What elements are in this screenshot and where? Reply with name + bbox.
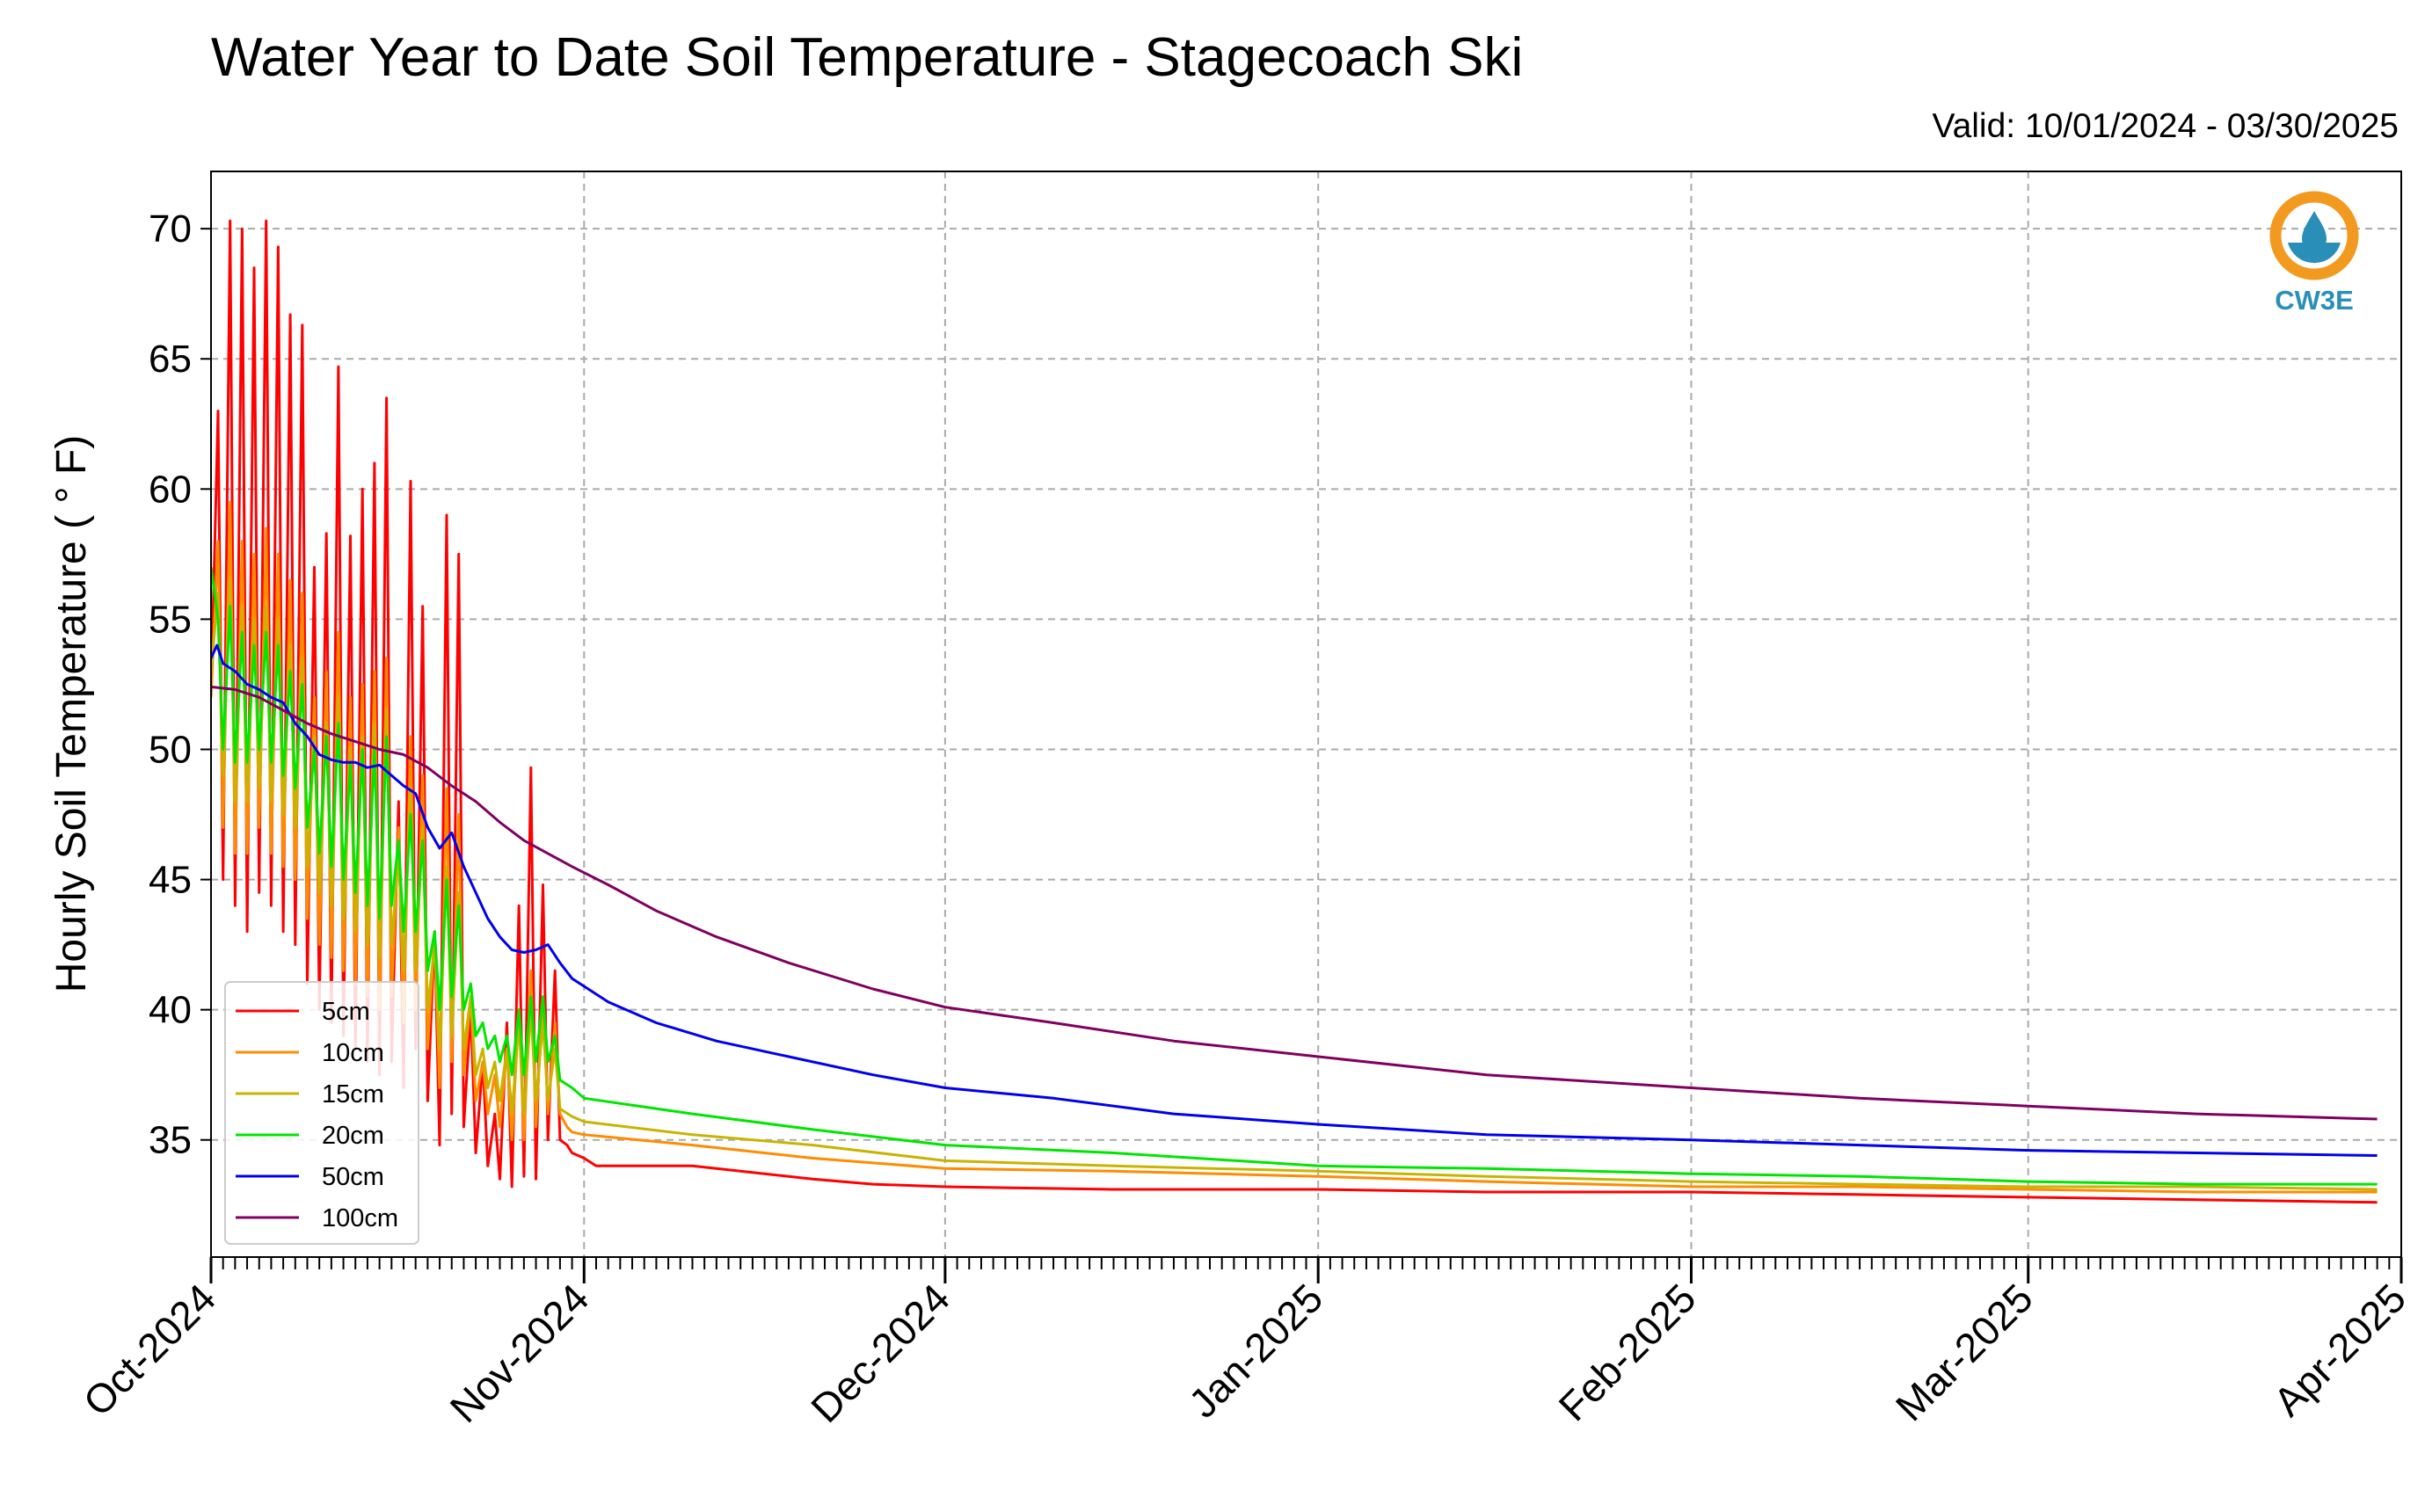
y-tick-labels: 35 40 45 50 55 60 65 70 bbox=[149, 207, 192, 1162]
legend-label: 20cm bbox=[322, 1122, 384, 1150]
y-tick-label: 50 bbox=[149, 728, 192, 771]
series-line-15cm bbox=[211, 578, 2378, 1191]
y-tick-label: 40 bbox=[149, 989, 192, 1032]
series-line-20cm bbox=[211, 566, 2378, 1186]
x-tick-label: Dec-2024 bbox=[802, 1275, 958, 1431]
axis-ticks bbox=[200, 228, 2403, 1283]
grid-lines bbox=[211, 171, 2401, 1257]
x-tick-labels: Oct-2024 Nov-2024 Dec-2024 Jan-2025 Feb-2025… bbox=[75, 1275, 2415, 1431]
y-tick-label: 35 bbox=[149, 1119, 192, 1162]
x-tick-label: Apr-2025 bbox=[2264, 1275, 2414, 1425]
chart-title: Water Year to Date Soil Temperature - St… bbox=[211, 27, 1524, 88]
chart-subtitle: Valid: 10/01/2024 - 03/30/2025 bbox=[1932, 107, 2399, 145]
plot-frame bbox=[210, 171, 2402, 1258]
y-axis-label: Hourly Soil Temperature ( ° F) bbox=[48, 435, 95, 993]
legend-label: 5cm bbox=[322, 998, 370, 1026]
series-line-10cm bbox=[211, 500, 2378, 1194]
legend-label: 10cm bbox=[322, 1039, 384, 1067]
logo-wave bbox=[2288, 243, 2341, 264]
legend-label: 15cm bbox=[322, 1080, 384, 1109]
y-tick-label: 55 bbox=[149, 598, 192, 641]
legend-label: 50cm bbox=[322, 1163, 384, 1191]
y-tick-label: 65 bbox=[149, 338, 192, 381]
series-line-50cm bbox=[211, 643, 2378, 1157]
logo-text: CW3E bbox=[2275, 285, 2354, 316]
series-lines bbox=[211, 219, 2378, 1204]
y-tick-label: 45 bbox=[149, 859, 192, 902]
cw3e-logo: CW3E bbox=[2269, 191, 2359, 316]
y-tick-label: 60 bbox=[149, 468, 192, 511]
water-drop-icon bbox=[2302, 211, 2327, 251]
legend-box bbox=[224, 981, 419, 1245]
logo-ring bbox=[2269, 191, 2359, 280]
x-tick-label: Feb-2025 bbox=[1550, 1275, 1705, 1429]
legend-items: 5cm 10cm 15cm 20cm 50cm 100cm bbox=[236, 998, 398, 1232]
x-tick-label: Nov-2024 bbox=[441, 1275, 598, 1431]
legend-label: 100cm bbox=[322, 1204, 398, 1232]
x-tick-label: Jan-2025 bbox=[1180, 1275, 1331, 1426]
legend: 5cm 10cm 15cm 20cm 50cm 100cm bbox=[224, 981, 419, 1245]
y-tick-label: 70 bbox=[149, 207, 192, 251]
x-tick-label: Oct-2024 bbox=[75, 1275, 225, 1425]
x-tick-label: Mar-2025 bbox=[1887, 1275, 2042, 1429]
series-line-100cm bbox=[211, 685, 2378, 1121]
